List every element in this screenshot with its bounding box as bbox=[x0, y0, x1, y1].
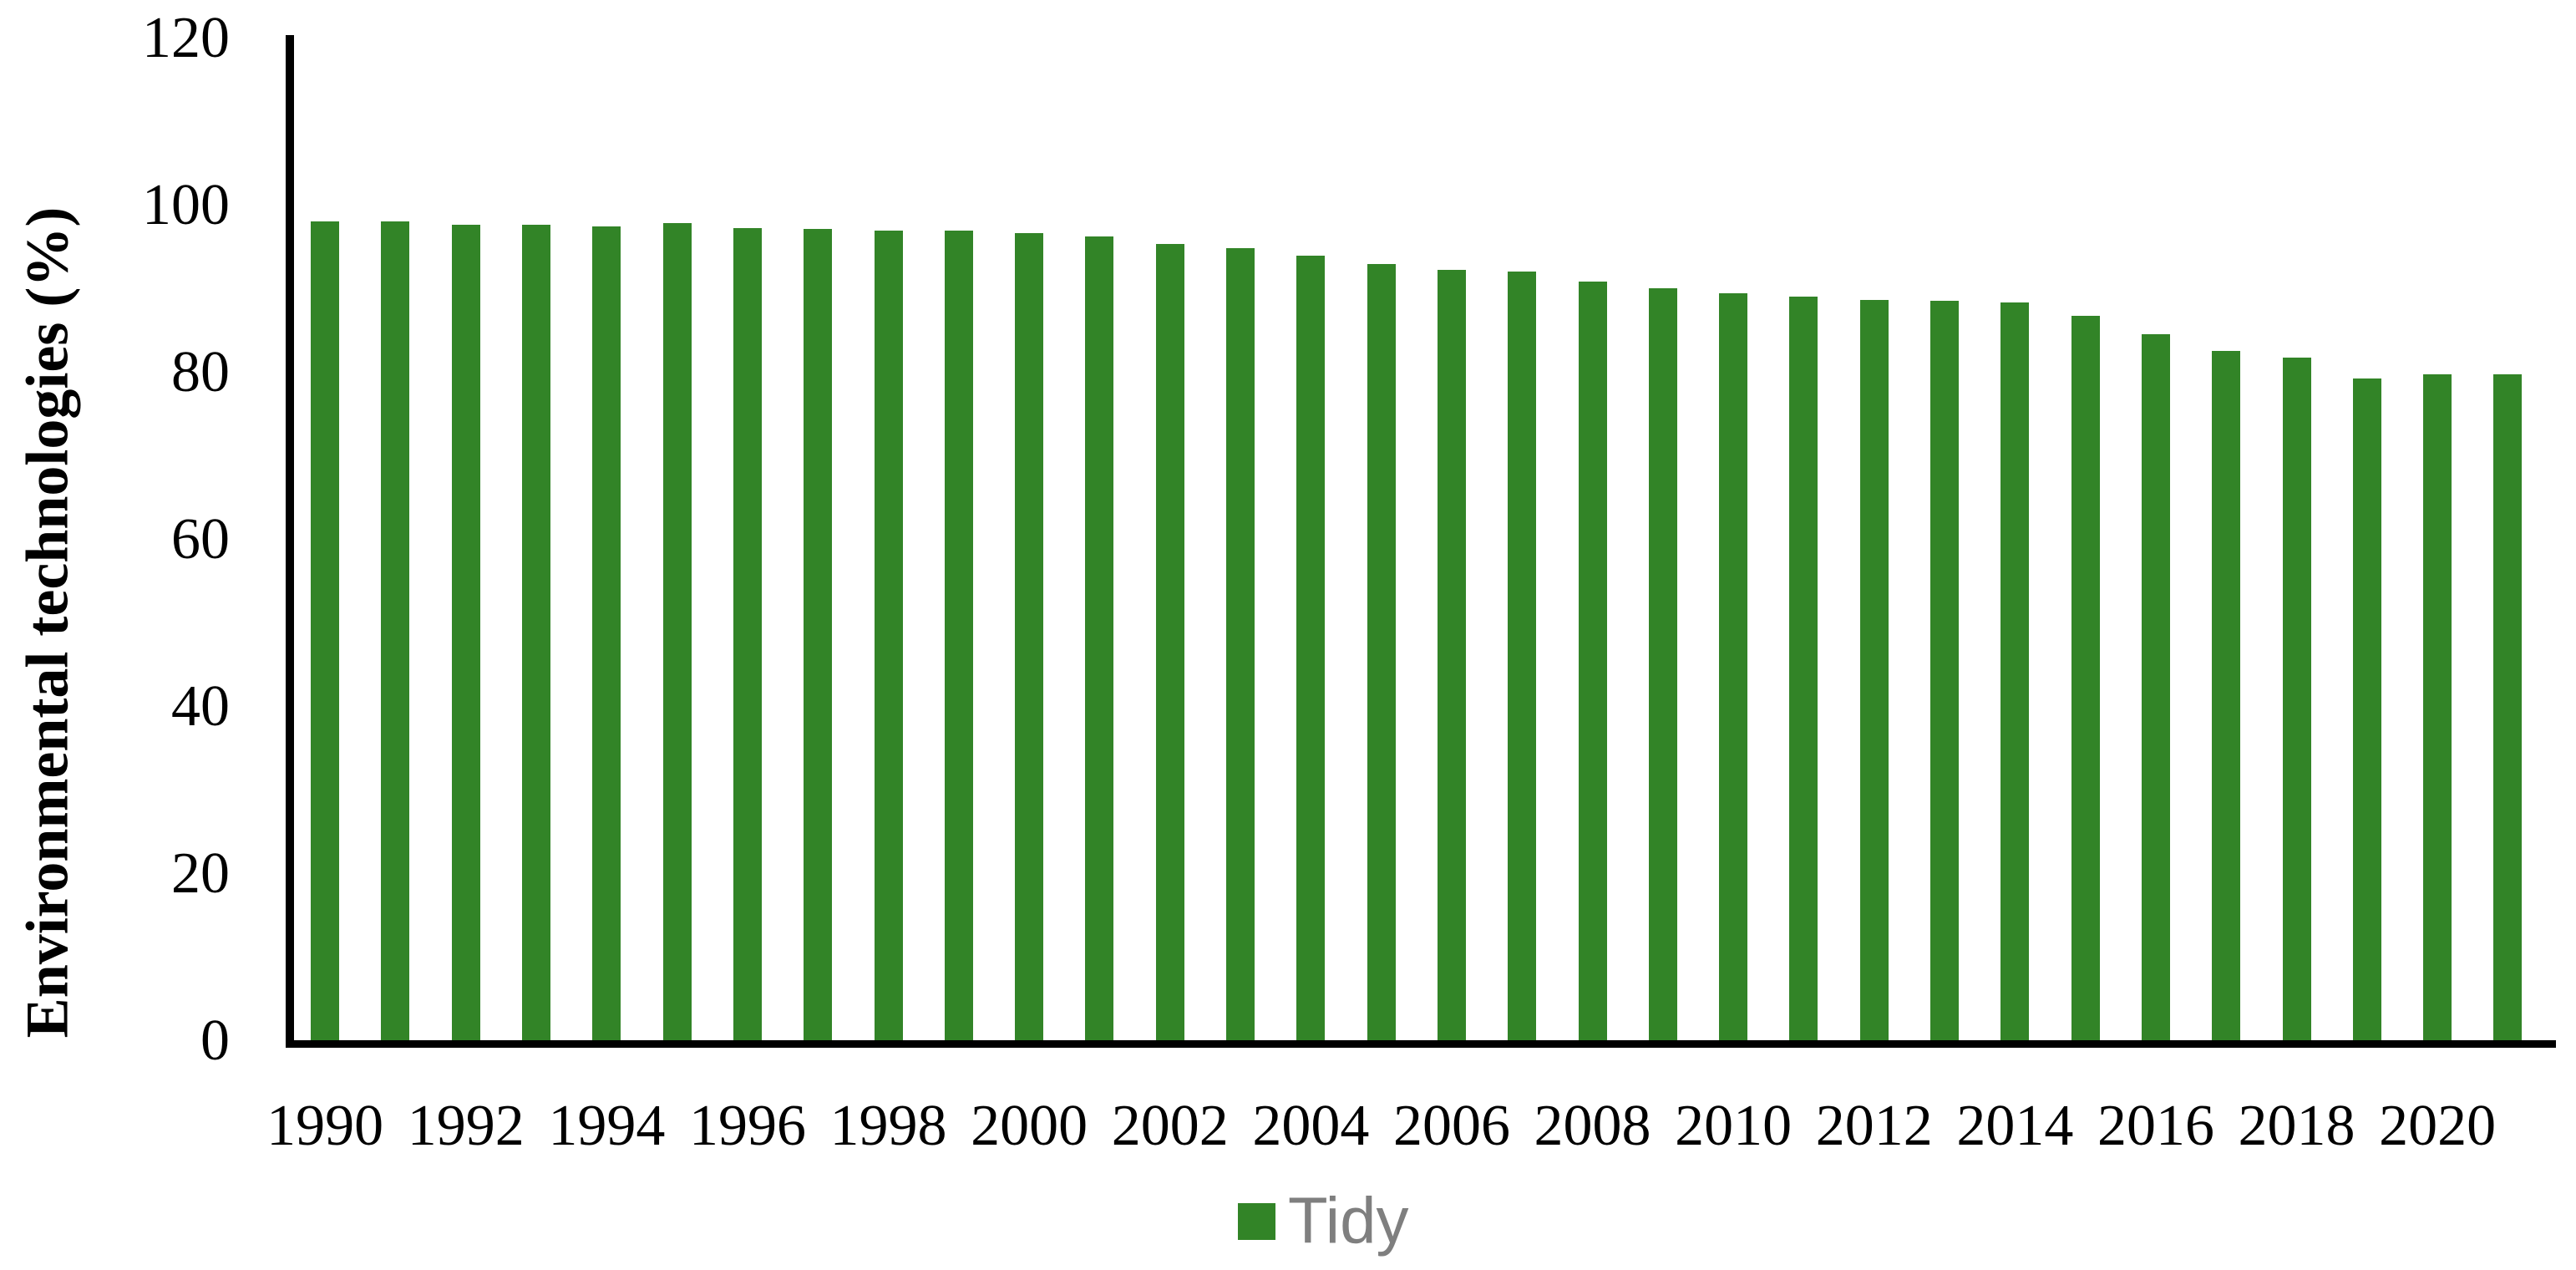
x-tick-label-2010: 2010 bbox=[1675, 1094, 1793, 1158]
y-tick-label-60: 60 bbox=[171, 506, 230, 572]
bar-2010 bbox=[1719, 293, 1748, 1040]
y-tick-label-40: 40 bbox=[171, 673, 230, 739]
x-tick-label-2020: 2020 bbox=[2379, 1094, 2497, 1158]
y-axis-line bbox=[286, 35, 294, 1048]
bar-1990 bbox=[311, 221, 340, 1040]
bar-2012 bbox=[1859, 300, 1889, 1040]
bar-1997 bbox=[804, 229, 833, 1040]
bar-1996 bbox=[733, 228, 762, 1040]
y-tick-label-120: 120 bbox=[142, 5, 230, 70]
y-axis-title: Environmental technologies (%) bbox=[13, 206, 81, 1039]
bar-1992 bbox=[451, 225, 480, 1040]
legend-color-swatch-icon bbox=[1238, 1203, 1275, 1240]
bar-1995 bbox=[662, 223, 692, 1040]
bar-2002 bbox=[1155, 244, 1184, 1040]
y-tick-label-100: 100 bbox=[142, 172, 230, 237]
bar-2019 bbox=[2352, 378, 2381, 1040]
bar-2016 bbox=[2141, 334, 2170, 1040]
bar-1994 bbox=[592, 226, 621, 1040]
bar-2020 bbox=[2423, 374, 2452, 1040]
legend-label: Tidy bbox=[1288, 1183, 1409, 1257]
bar-2003 bbox=[1226, 248, 1255, 1040]
bar-2009 bbox=[1648, 288, 1677, 1040]
bar-2021 bbox=[2493, 374, 2523, 1040]
bar-2014 bbox=[2000, 302, 2030, 1040]
x-axis-line bbox=[286, 1040, 2556, 1048]
x-tick-label-2012: 2012 bbox=[1815, 1094, 1933, 1158]
y-tick-label-80: 80 bbox=[171, 339, 230, 404]
x-tick-label-2002: 2002 bbox=[1111, 1094, 1229, 1158]
x-tick-label-1994: 1994 bbox=[548, 1094, 666, 1158]
x-tick-label-2000: 2000 bbox=[971, 1094, 1088, 1158]
bar-2006 bbox=[1437, 270, 1466, 1040]
bar-2005 bbox=[1367, 264, 1396, 1040]
bar-2000 bbox=[1015, 233, 1044, 1040]
x-tick-label-1992: 1992 bbox=[407, 1094, 525, 1158]
bar-1998 bbox=[874, 231, 903, 1040]
x-tick-label-2004: 2004 bbox=[1252, 1094, 1370, 1158]
x-tick-label-2016: 2016 bbox=[2097, 1094, 2214, 1158]
bar-2007 bbox=[1508, 272, 1537, 1040]
bar-2011 bbox=[1789, 297, 1818, 1040]
x-tick-label-1996: 1996 bbox=[688, 1094, 806, 1158]
y-tick-label-20: 20 bbox=[171, 841, 230, 906]
x-tick-label-1998: 1998 bbox=[829, 1094, 947, 1158]
bar-2001 bbox=[1085, 236, 1114, 1040]
bar-1991 bbox=[381, 221, 410, 1040]
y-tick-label-0: 0 bbox=[200, 1008, 230, 1073]
x-tick-label-2014: 2014 bbox=[1956, 1094, 2074, 1158]
x-tick-label-2006: 2006 bbox=[1392, 1094, 1510, 1158]
bar-2013 bbox=[1930, 301, 1960, 1040]
bar-1999 bbox=[944, 231, 973, 1040]
bar-2017 bbox=[2212, 351, 2241, 1040]
bar-1993 bbox=[522, 225, 551, 1040]
x-tick-label-2018: 2018 bbox=[2238, 1094, 2355, 1158]
bar-2015 bbox=[2071, 316, 2100, 1040]
bar-2008 bbox=[1578, 282, 1607, 1040]
x-tick-label-1990: 1990 bbox=[266, 1094, 384, 1158]
x-tick-label-2008: 2008 bbox=[1534, 1094, 1651, 1158]
bar-2018 bbox=[2282, 358, 2311, 1040]
bar-2004 bbox=[1296, 256, 1326, 1040]
